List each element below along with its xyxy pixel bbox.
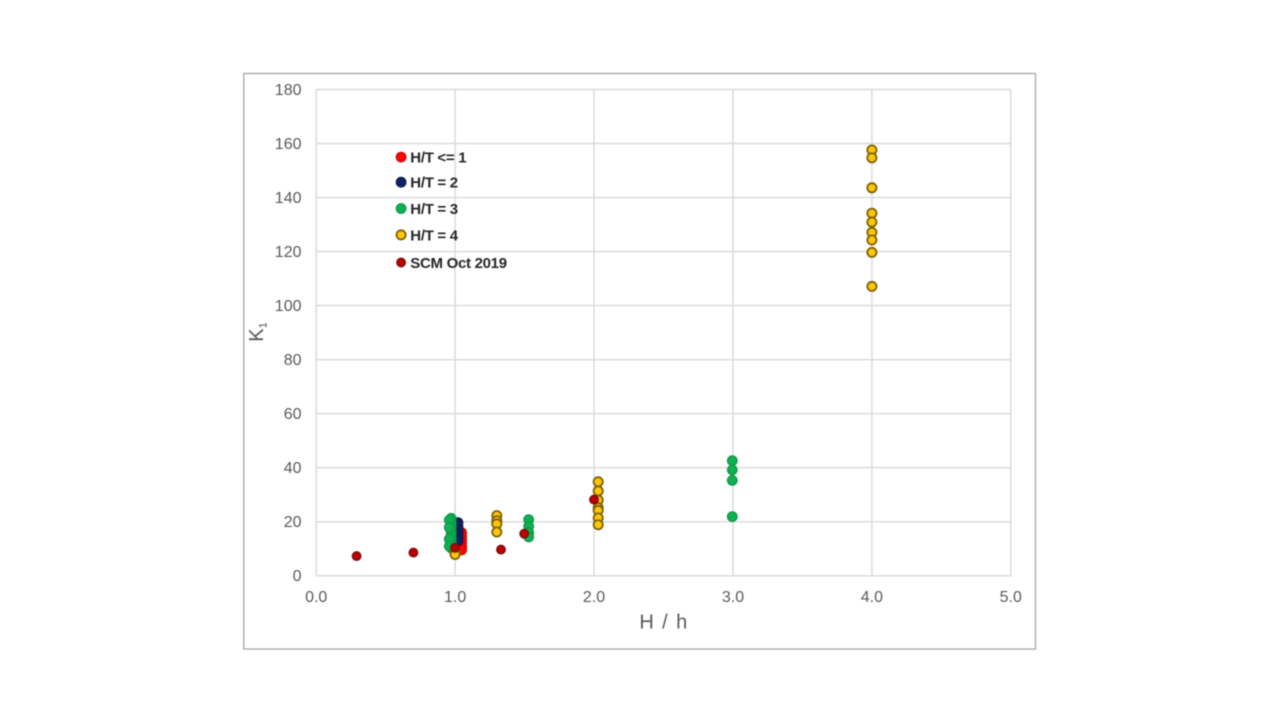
svg-text:5.0: 5.0: [1000, 589, 1022, 606]
svg-text:160: 160: [275, 136, 302, 153]
svg-text:H/T <= 1: H/T <= 1: [410, 150, 466, 167]
svg-text:4.0: 4.0: [861, 589, 883, 606]
svg-text:20: 20: [284, 514, 302, 531]
svg-text:1.0: 1.0: [444, 589, 466, 606]
svg-text:SCM Oct 2019: SCM Oct 2019: [410, 255, 506, 272]
svg-text:H/T = 4: H/T = 4: [410, 227, 458, 244]
svg-text:2.0: 2.0: [583, 589, 605, 606]
svg-text:0: 0: [293, 568, 302, 585]
svg-text:60: 60: [284, 406, 302, 423]
svg-text:120: 120: [275, 244, 302, 261]
svg-text:H/T = 2: H/T = 2: [410, 175, 458, 192]
svg-text:140: 140: [275, 190, 302, 207]
svg-text:40: 40: [284, 460, 302, 477]
svg-text:0.0: 0.0: [305, 589, 327, 606]
svg-text:180: 180: [275, 82, 302, 99]
svg-text:H / h: H / h: [639, 612, 688, 634]
svg-text:3.0: 3.0: [722, 589, 744, 606]
svg-text:80: 80: [284, 352, 302, 369]
svg-text:100: 100: [275, 298, 302, 315]
svg-text:H/T = 3: H/T = 3: [410, 201, 458, 218]
